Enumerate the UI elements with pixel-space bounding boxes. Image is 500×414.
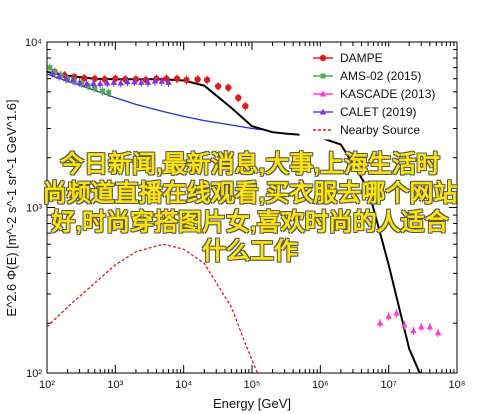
data-point	[58, 72, 64, 78]
data-point	[62, 75, 70, 82]
data-point	[69, 76, 77, 83]
data-point	[90, 80, 97, 87]
nearby-source-curve	[47, 243, 259, 373]
data-point	[96, 80, 104, 87]
data-point	[165, 78, 172, 85]
legend-label: Nearby Source	[340, 123, 420, 137]
data-point	[393, 309, 400, 316]
data-point	[124, 78, 131, 85]
x-tick-label: 10³	[107, 379, 123, 391]
data-point	[235, 94, 242, 102]
data-point	[91, 75, 98, 82]
data-point	[49, 69, 56, 76]
data-point	[138, 78, 145, 85]
data-point	[117, 79, 124, 86]
data-point	[55, 72, 63, 79]
y-axis-label: E^2.6 Φ(E) [m^-2 s^-1 sr^-1 GeV^1.6]	[4, 99, 19, 316]
data-point	[158, 77, 166, 84]
x-tick-label: 10⁴	[175, 379, 192, 391]
data-point	[194, 76, 201, 83]
x-axis-label: Energy [GeV]	[213, 396, 291, 411]
data-point	[100, 88, 106, 94]
legend-label: KASCADE (2013)	[340, 87, 435, 101]
legend-label: DAMPE	[340, 51, 383, 65]
data-point	[183, 76, 190, 84]
data-point	[47, 65, 53, 71]
points-layer	[47, 63, 442, 338]
legend-marker	[319, 90, 327, 97]
data-point	[103, 79, 111, 86]
x-tick-label: 10⁸	[449, 379, 466, 391]
data-point	[385, 312, 392, 319]
data-point	[144, 78, 152, 85]
y-tick-label: 10²	[26, 368, 42, 380]
legend-marker	[319, 108, 327, 115]
data-point	[52, 69, 58, 75]
data-point	[76, 78, 83, 85]
data-point	[131, 78, 138, 85]
ticks-layer: 10² 10³ 10⁴ 10⁵ 10⁶ 10⁷ 10⁸ 10² 10³ 10⁴	[25, 37, 465, 391]
data-point	[110, 78, 118, 85]
data-point	[83, 80, 90, 87]
data-point	[401, 321, 408, 328]
legend: DAMPE AMS-02 (2015) KASCADE (2013) CALET (2…	[299, 46, 451, 140]
y-tick-label: 10⁴	[25, 37, 42, 49]
data-point	[80, 74, 88, 82]
data-point	[418, 323, 425, 330]
model-curve	[47, 70, 421, 373]
y-tick-label: 10³	[26, 203, 42, 215]
data-point	[101, 76, 108, 83]
data-point	[173, 75, 181, 82]
data-point	[203, 76, 211, 84]
legend-box	[299, 46, 451, 140]
x-tick-label: 10⁷	[381, 379, 397, 391]
legend-marker	[320, 73, 326, 79]
data-point	[376, 319, 384, 326]
data-point	[410, 327, 417, 334]
legend-label: AMS-02 (2015)	[340, 69, 421, 83]
legend-marker	[319, 54, 327, 62]
x-tick-label: 10⁵	[244, 379, 261, 391]
data-point	[106, 90, 112, 96]
data-point	[151, 77, 159, 84]
data-point	[426, 323, 434, 330]
x-tick-label: 10²	[39, 379, 55, 391]
data-point	[214, 83, 222, 90]
data-point	[242, 102, 249, 110]
x-tick-label: 10⁶	[312, 379, 329, 391]
data-point	[92, 85, 98, 91]
data-point	[225, 84, 232, 91]
legend-label: CALET (2019)	[340, 105, 416, 119]
data-point	[434, 329, 442, 336]
